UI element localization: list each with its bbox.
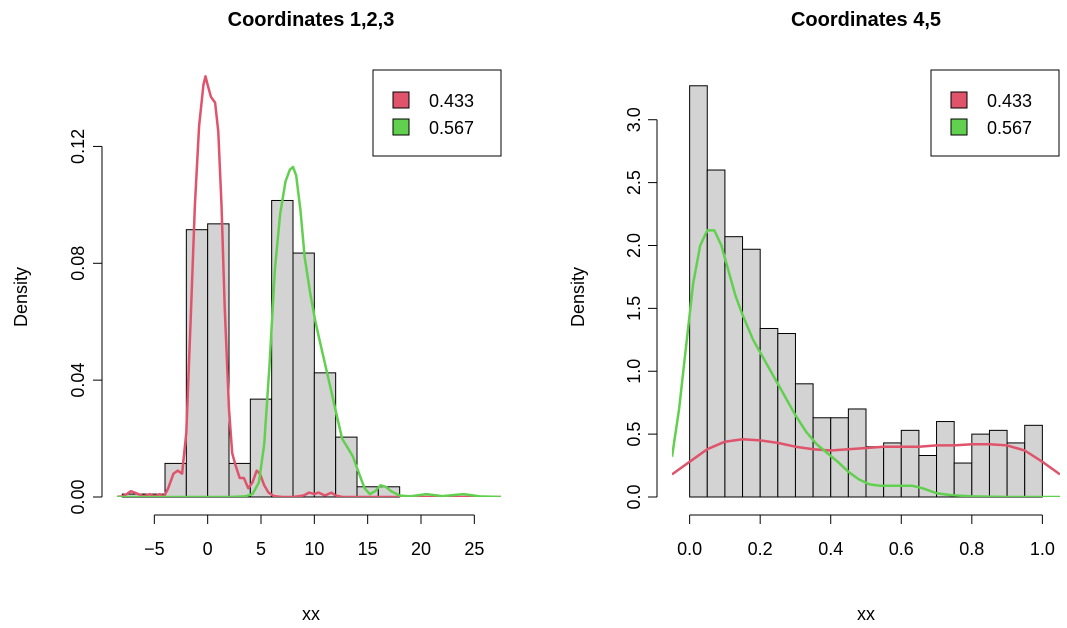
x-tick-label: 0 [203, 539, 213, 559]
x-tick-label: 25 [464, 539, 484, 559]
histogram-bar [847, 408, 867, 498]
panel-title: Coordinates 4,5 [791, 9, 941, 31]
x-tick-label: −5 [144, 539, 165, 559]
histogram-bar [988, 429, 1008, 498]
histogram-bar [777, 333, 796, 498]
legend-box [930, 69, 1060, 157]
legend-label: 0.433 [987, 91, 1032, 111]
y-tick-label: 1.5 [624, 296, 644, 321]
legend-swatch [950, 91, 968, 109]
histogram-bar [883, 442, 902, 498]
legend-swatch [950, 118, 968, 136]
y-tick-label: 0.0 [624, 484, 644, 509]
x-tick-label: 10 [304, 539, 324, 559]
y-tick-label: 0.12 [68, 129, 88, 164]
y-tick-label: 0.00 [68, 479, 88, 514]
y-tick-label: 2.5 [624, 170, 644, 195]
panel-coordinates-1-2-3: Coordinates 1,2,3 xx Density −5 0 5 10 15 20 2… [11, 9, 502, 624]
legend-swatch [392, 91, 410, 109]
y-axis-label: Density [568, 267, 588, 327]
histogram-bar [759, 327, 779, 498]
histogram-bar [865, 446, 885, 498]
legend-label: 0.433 [429, 91, 474, 111]
legend-swatch [392, 118, 410, 136]
legend: 0.433 0.567 [372, 69, 502, 157]
histogram-bar [936, 421, 955, 498]
legend: 0.433 0.567 [930, 69, 1060, 157]
x-tick-label: 20 [411, 539, 431, 559]
panel-title: Coordinates 1,2,3 [228, 9, 395, 31]
y-axis-label: Density [11, 267, 31, 327]
x-axis-label: xx [857, 604, 875, 624]
histogram-bar [292, 252, 315, 498]
x-axis-label: xx [302, 604, 320, 624]
histogram-bar [812, 417, 832, 498]
y-tick-label: 1.0 [624, 359, 644, 384]
density-curve [672, 437, 1060, 476]
x-tick-label: 0.0 [677, 539, 702, 559]
y-tick-label: 3.0 [624, 107, 644, 132]
density-curve [117, 165, 501, 497]
y-tick-label: 0.08 [68, 246, 88, 281]
y-tick-label: 0.5 [624, 422, 644, 447]
legend-label: 0.567 [987, 118, 1032, 138]
histogram-bar [271, 199, 294, 498]
panel-coordinates-4-5: Coordinates 4,5 xx Density 0.0 0.2 0.4 0.6 0… [568, 9, 1060, 624]
y-tick-label: 2.0 [624, 233, 644, 258]
x-tick-label: 0.6 [889, 539, 914, 559]
density-curve [672, 229, 1060, 497]
legend-box [372, 69, 502, 157]
x-tick-label: 15 [358, 539, 378, 559]
histogram-bar [724, 236, 744, 498]
histogram-bar [742, 248, 761, 498]
histogram-bar [313, 372, 337, 498]
histogram-bar [228, 462, 251, 498]
x-tick-label: 0.4 [818, 539, 843, 559]
x-tick-label: 0.2 [748, 539, 773, 559]
x-tick-label: 1.0 [1030, 539, 1055, 559]
x-tick-label: 5 [256, 539, 266, 559]
y-tick-label: 0.04 [68, 363, 88, 398]
histogram-bar [794, 383, 814, 498]
x-tick-label: 0.8 [959, 539, 984, 559]
legend-label: 0.567 [429, 118, 474, 138]
histogram-bar [953, 462, 973, 498]
